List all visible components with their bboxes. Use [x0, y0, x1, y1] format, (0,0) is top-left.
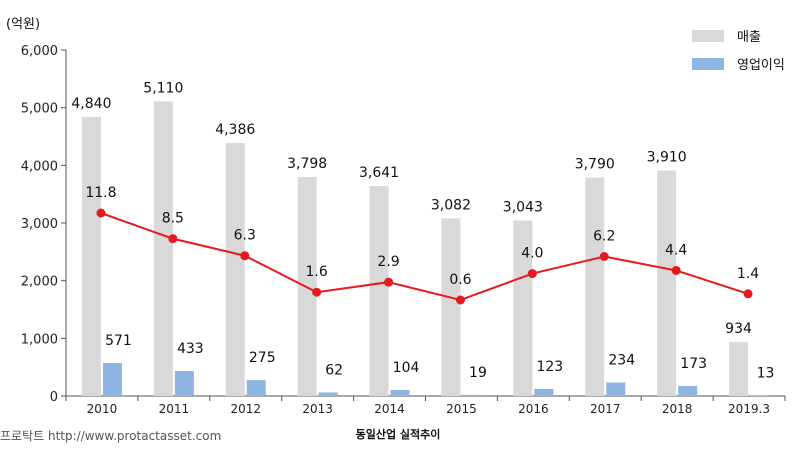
ratio-value-label: 4.4 — [665, 242, 687, 258]
sales-value-label: 3,082 — [431, 197, 471, 213]
ratio-value-label: 0.6 — [449, 272, 471, 288]
legend-swatch — [692, 58, 724, 70]
legend-label: 매출 — [737, 30, 761, 45]
y-tick-label: 5,000 — [21, 102, 58, 117]
operating-profit-value-label: 13 — [757, 365, 775, 381]
sales-value-label: 3,043 — [503, 200, 543, 216]
operating-profit-bar — [102, 363, 122, 396]
ratio-point — [240, 251, 250, 261]
operating-profit-value-label: 275 — [249, 350, 276, 366]
ratio-point — [384, 277, 394, 287]
sales-bar — [657, 170, 677, 396]
data-labels: 4,840 571 5,110 433 4,386 275 3,798 62 3,641 104 3… — [71, 80, 774, 381]
x-tick-label: 2013 — [302, 402, 333, 416]
ratio-value-label: 1.6 — [306, 264, 328, 280]
operating-profit-value-label: 433 — [177, 341, 204, 357]
x-tick-label: 2017 — [590, 402, 621, 416]
y-axis: 0 1,000 2,000 3,000 4,000 5,000 6,000 — [21, 44, 67, 405]
operating-profit-bar — [750, 395, 770, 396]
ratio-point — [527, 269, 537, 279]
source-text: 프로탁트 http://www.protactasset.com — [0, 429, 221, 443]
sales-value-label: 3,910 — [647, 150, 687, 166]
operating-profit-value-label: 173 — [680, 356, 707, 372]
x-tick-label: 2011 — [159, 402, 190, 416]
operating-profit-bar — [174, 371, 194, 396]
chart-caption: 동일산업 실적추이 — [356, 427, 441, 441]
ratio-value-label: 1.4 — [737, 266, 759, 282]
ratio-value-label: 4.0 — [521, 246, 543, 262]
ratio-value-label: 8.5 — [162, 211, 184, 227]
sales-value-label: 934 — [725, 321, 752, 337]
sales-bar — [441, 218, 461, 396]
sales-bar — [225, 143, 245, 396]
sales-value-label: 4,840 — [71, 96, 111, 112]
x-tick-label: 2019.3 — [728, 402, 770, 416]
x-tick-label: 2012 — [230, 402, 261, 416]
x-axis: 2010 2011 2012 2013 2014 2015 2016 2017 2018 2019… — [65, 395, 786, 416]
y-tick-label: 0 — [50, 390, 58, 405]
y-tick-label: 3,000 — [21, 217, 58, 232]
ratio-value-label: 6.2 — [593, 229, 615, 245]
operating-profit-value-label: 123 — [536, 359, 563, 375]
legend-swatch — [692, 30, 724, 42]
x-tick-label: 2015 — [446, 402, 477, 416]
ratio-point — [168, 234, 178, 244]
x-tick-label: 2014 — [374, 402, 405, 416]
sales-bar — [513, 220, 533, 396]
ratio-value-label: 2.9 — [377, 254, 399, 270]
sales-bar — [153, 101, 173, 396]
sales-value-label: 3,790 — [575, 156, 615, 172]
sales-bar — [81, 116, 101, 396]
sales-bar — [729, 342, 749, 396]
x-tick-label: 2016 — [518, 402, 549, 416]
sales-value-label: 3,798 — [287, 156, 327, 172]
sales-value-label: 5,110 — [143, 80, 183, 96]
x-tick-label: 2018 — [662, 402, 693, 416]
ratio-point — [96, 208, 106, 218]
operating-profit-bar — [390, 390, 410, 396]
ratio-value-label: 11.8 — [85, 185, 116, 201]
operating-profit-bar — [462, 394, 482, 396]
ratio-point — [671, 265, 681, 275]
operating-profit-bar — [246, 380, 266, 396]
unit-label: (억원) — [6, 17, 40, 32]
operating-profit-bar — [606, 382, 626, 396]
y-tick-label: 2,000 — [21, 275, 58, 290]
legend-label: 영업이익 — [737, 58, 785, 73]
ratio-point — [312, 287, 322, 297]
operating-profit-bar — [678, 386, 698, 396]
ratio-point — [599, 252, 609, 261]
sales-value-label: 3,641 — [359, 165, 399, 181]
operating-profit-value-label: 62 — [325, 362, 343, 378]
y-tick-label: 4,000 — [21, 159, 58, 174]
ratio-line — [96, 208, 753, 305]
sales-bar — [369, 186, 389, 396]
ratio-point — [455, 295, 465, 305]
ratio-value-label: 6.3 — [234, 228, 256, 244]
operating-profit-value-label: 104 — [393, 360, 420, 376]
sales-value-label: 4,386 — [215, 122, 255, 138]
y-tick-label: 6,000 — [21, 44, 58, 59]
operating-profit-value-label: 19 — [469, 365, 487, 381]
operating-profit-value-label: 234 — [608, 353, 635, 369]
ratio-point — [743, 289, 753, 299]
operating-profit-value-label: 571 — [105, 333, 132, 349]
x-tick-label: 2010 — [87, 402, 118, 416]
sales-bar — [585, 177, 605, 396]
y-tick-label: 1,000 — [21, 332, 58, 347]
operating-profit-bar — [534, 388, 554, 396]
ratio-line-path — [100, 212, 749, 302]
operating-profit-bar — [318, 392, 338, 396]
